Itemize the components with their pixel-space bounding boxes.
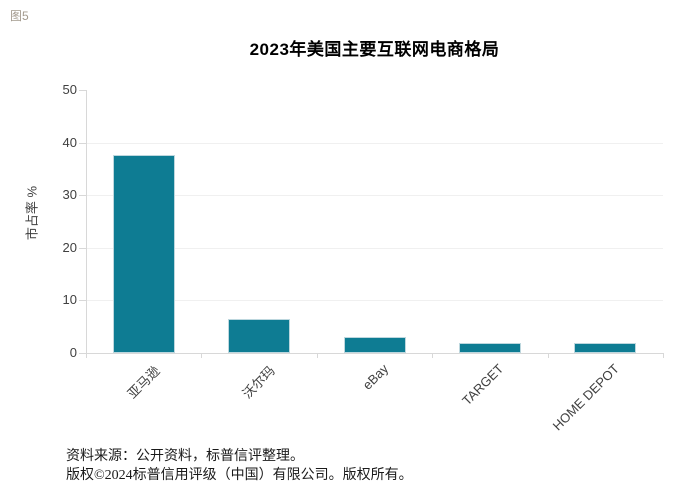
y-tick-mark <box>79 247 86 249</box>
x-tick-mark <box>432 353 434 358</box>
h-gridline <box>86 247 663 249</box>
x-tick-mark <box>316 353 318 358</box>
y-axis-line <box>86 90 87 358</box>
y-tick-mark <box>79 142 86 144</box>
y-tick-mark <box>79 300 86 302</box>
x-tick-mark <box>201 353 203 358</box>
x-category-label-ebay: eBay <box>359 361 392 393</box>
x-category-label-home-depot: HOME DEPOT <box>549 361 622 434</box>
bar-walmart <box>228 319 291 353</box>
y-axis-label: 市占率 % <box>24 185 40 241</box>
y-tick-label: 30 <box>62 187 77 203</box>
y-tick-label: 20 <box>62 239 77 255</box>
h-gridline <box>86 300 663 302</box>
x-category-label-walmart: 沃尔玛 <box>239 363 278 402</box>
x-tick-mark <box>547 353 549 358</box>
y-tick-label: 50 <box>62 82 77 97</box>
footer-note: 资料来源：公开资料，标普信评整理。 版权©2024标普信用评级（中国）有限公司。… <box>66 447 413 485</box>
x-axis-line <box>79 353 663 354</box>
source-line: 资料来源：公开资料，标普信评整理。 <box>66 449 304 464</box>
x-category-label-target: TARGET <box>459 361 507 409</box>
y-tick-label: 0 <box>69 345 77 360</box>
h-gridline <box>86 195 663 197</box>
bar-ebay <box>343 337 406 353</box>
y-tick-label: 40 <box>62 134 77 150</box>
copyright-line: 版权©2024标普信用评级（中国）有限公司。版权所有。 <box>66 468 413 483</box>
x-tick-mark <box>663 353 664 358</box>
h-gridline <box>86 142 663 144</box>
bar-home-depot <box>574 343 637 353</box>
figure-number-label: 图5 <box>10 9 29 23</box>
bar-target <box>458 343 521 353</box>
chart-title: 2023年美国主要互联网电商格局 <box>249 40 500 59</box>
y-tick-label: 10 <box>62 292 77 308</box>
y-tick-mark <box>79 195 86 197</box>
y-tick-mark <box>79 90 86 91</box>
bar-amazon <box>112 155 175 353</box>
x-category-label-amazon: 亚马逊 <box>124 363 163 402</box>
